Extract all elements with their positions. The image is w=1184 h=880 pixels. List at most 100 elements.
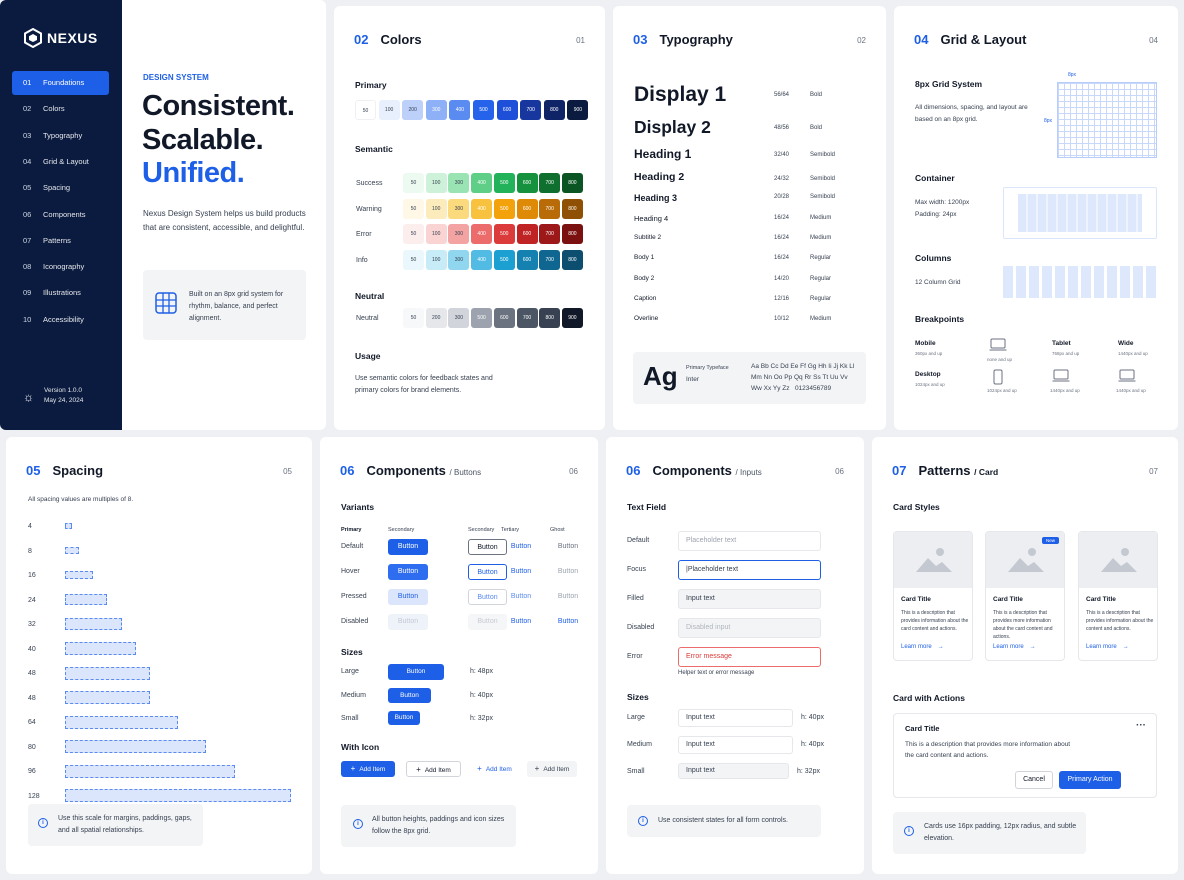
semantic-swatch[interactable]: 100 bbox=[425, 198, 447, 219]
semantic-swatch[interactable]: 400 bbox=[471, 173, 493, 193]
neutral-swatch[interactable]: 50 bbox=[403, 308, 424, 328]
variant-button[interactable]: Button bbox=[388, 614, 428, 630]
neutral-swatch[interactable]: 900 bbox=[561, 308, 583, 328]
semantic-swatch[interactable]: 400 bbox=[471, 224, 493, 244]
variant-button[interactable]: Button bbox=[557, 593, 579, 600]
semantic-swatch[interactable]: 700 bbox=[539, 173, 561, 193]
variant-button[interactable]: Button bbox=[510, 543, 532, 550]
variant-button[interactable]: Button bbox=[510, 618, 532, 625]
variant-button[interactable]: Button bbox=[388, 539, 428, 555]
neutral-swatch[interactable]: 500 bbox=[471, 308, 493, 328]
primary-swatch[interactable]: 500 bbox=[473, 100, 494, 120]
variant-button[interactable]: Button bbox=[557, 568, 579, 575]
semantic-swatch[interactable]: 600 bbox=[516, 224, 538, 244]
add-item-button[interactable]: + Add Item bbox=[341, 761, 395, 777]
variant-button[interactable]: Button bbox=[468, 614, 507, 630]
neutral-swatch[interactable]: 200 bbox=[425, 308, 447, 328]
text-input[interactable]: Disabled input bbox=[678, 618, 821, 638]
variant-button[interactable]: Button bbox=[557, 543, 579, 550]
semantic-swatch[interactable]: 600 bbox=[516, 249, 538, 270]
neutral-swatch[interactable]: 800 bbox=[539, 308, 561, 328]
semantic-swatch[interactable]: 500 bbox=[493, 224, 515, 244]
sidebar-item-0[interactable]: 01 Foundations bbox=[12, 71, 109, 95]
sidebar-item-3[interactable]: 04 Grid & Layout bbox=[12, 150, 109, 174]
primary-swatch[interactable]: 300 bbox=[425, 100, 447, 120]
semantic-swatch[interactable]: 500 bbox=[493, 249, 515, 270]
semantic-swatch[interactable]: 300 bbox=[448, 198, 470, 219]
add-item-button[interactable]: + Add Item bbox=[472, 761, 517, 777]
pattern-card[interactable]: Card Title This is a description that pro… bbox=[1078, 531, 1158, 661]
semantic-swatch[interactable]: 50 bbox=[403, 249, 424, 270]
sidebar-item-5[interactable]: 06 Components bbox=[12, 203, 109, 227]
semantic-swatch[interactable]: 100 bbox=[425, 173, 447, 193]
semantic-swatch[interactable]: 800 bbox=[561, 198, 583, 219]
semantic-swatch[interactable]: 700 bbox=[539, 249, 561, 270]
semantic-swatch[interactable]: 100 bbox=[425, 249, 447, 270]
neutral-swatch[interactable]: 700 bbox=[516, 308, 538, 328]
size-input[interactable]: Input text bbox=[678, 736, 793, 754]
sidebar-item-1[interactable]: 02 Colors bbox=[12, 97, 109, 121]
add-item-button[interactable]: + Add Item bbox=[406, 761, 461, 777]
variant-button[interactable]: Button bbox=[388, 589, 428, 605]
sidebar-item-7[interactable]: 08 Iconography bbox=[12, 255, 109, 279]
primary-action-button[interactable]: Primary Action bbox=[1059, 771, 1121, 789]
neutral-swatch[interactable]: 600 bbox=[493, 308, 515, 328]
learn-more-link[interactable]: Learn more → bbox=[993, 644, 1036, 650]
text-input[interactable]: Placeholder text bbox=[678, 531, 821, 551]
variant-button[interactable]: Button bbox=[388, 564, 428, 580]
variant-button[interactable]: Button bbox=[468, 564, 507, 580]
sidebar-item-2[interactable]: 03 Typography bbox=[12, 124, 109, 148]
variant-button[interactable]: Button bbox=[510, 568, 532, 575]
text-input[interactable]: |Placeholder text bbox=[678, 560, 821, 580]
semantic-swatch[interactable]: 500 bbox=[493, 173, 515, 193]
primary-swatch[interactable]: 900 bbox=[567, 100, 589, 120]
primary-swatch[interactable]: 100 bbox=[378, 100, 400, 120]
semantic-swatch[interactable]: 600 bbox=[516, 173, 538, 193]
variant-button[interactable]: Button bbox=[510, 593, 532, 600]
sidebar-item-6[interactable]: 07 Patterns bbox=[12, 229, 109, 253]
cancel-button[interactable]: Cancel bbox=[1015, 771, 1053, 789]
size-button[interactable]: Button bbox=[388, 711, 420, 725]
primary-swatch[interactable]: 200 bbox=[402, 100, 424, 120]
semantic-swatch[interactable]: 50 bbox=[403, 224, 424, 244]
theme-icon[interactable]: ☼ bbox=[23, 390, 34, 404]
semantic-swatch[interactable]: 50 bbox=[403, 173, 424, 193]
semantic-swatch[interactable]: 800 bbox=[561, 173, 583, 193]
variant-button[interactable]: Button bbox=[468, 539, 507, 555]
pattern-card[interactable]: Card Title This is a description that pro… bbox=[893, 531, 973, 661]
primary-swatch[interactable]: 600 bbox=[496, 100, 518, 120]
size-button[interactable]: Button bbox=[388, 664, 444, 680]
primary-swatch[interactable]: 400 bbox=[449, 100, 471, 120]
primary-swatch[interactable]: 50 bbox=[355, 100, 376, 120]
variant-button[interactable]: Button bbox=[557, 618, 579, 625]
learn-more-link[interactable]: Learn more → bbox=[1086, 644, 1129, 650]
sidebar-item-8[interactable]: 09 Illustrations bbox=[12, 281, 109, 305]
semantic-swatch[interactable]: 700 bbox=[539, 198, 561, 219]
semantic-swatch[interactable]: 300 bbox=[448, 249, 470, 270]
semantic-swatch[interactable]: 600 bbox=[516, 198, 538, 219]
learn-more-link[interactable]: Learn more → bbox=[901, 644, 944, 650]
sidebar-item-9[interactable]: 10 Accessibility bbox=[12, 308, 109, 332]
size-button[interactable]: Button bbox=[388, 688, 431, 703]
semantic-swatch[interactable]: 800 bbox=[561, 249, 583, 270]
text-input[interactable]: Error message bbox=[678, 647, 821, 667]
size-input[interactable]: Input text bbox=[678, 709, 793, 727]
semantic-swatch[interactable]: 800 bbox=[561, 224, 583, 244]
semantic-swatch[interactable]: 300 bbox=[448, 173, 470, 193]
semantic-swatch[interactable]: 50 bbox=[403, 198, 424, 219]
text-input[interactable]: Input text bbox=[678, 589, 821, 609]
more-icon[interactable]: ··· bbox=[1136, 720, 1146, 731]
semantic-swatch[interactable]: 100 bbox=[425, 224, 447, 244]
semantic-swatch[interactable]: 500 bbox=[493, 198, 515, 219]
neutral-swatch[interactable]: 300 bbox=[448, 308, 470, 328]
size-input[interactable]: Input text bbox=[678, 763, 789, 779]
variant-button[interactable]: Button bbox=[468, 589, 507, 605]
semantic-swatch[interactable]: 400 bbox=[471, 198, 493, 219]
semantic-swatch[interactable]: 400 bbox=[471, 249, 493, 270]
semantic-swatch[interactable]: 700 bbox=[539, 224, 561, 244]
primary-swatch[interactable]: 700 bbox=[520, 100, 542, 120]
primary-swatch[interactable]: 800 bbox=[543, 100, 565, 120]
add-item-button[interactable]: + Add Item bbox=[527, 761, 577, 777]
pattern-card[interactable]: New Card Title This is a description that … bbox=[985, 531, 1065, 661]
semantic-swatch[interactable]: 300 bbox=[448, 224, 470, 244]
